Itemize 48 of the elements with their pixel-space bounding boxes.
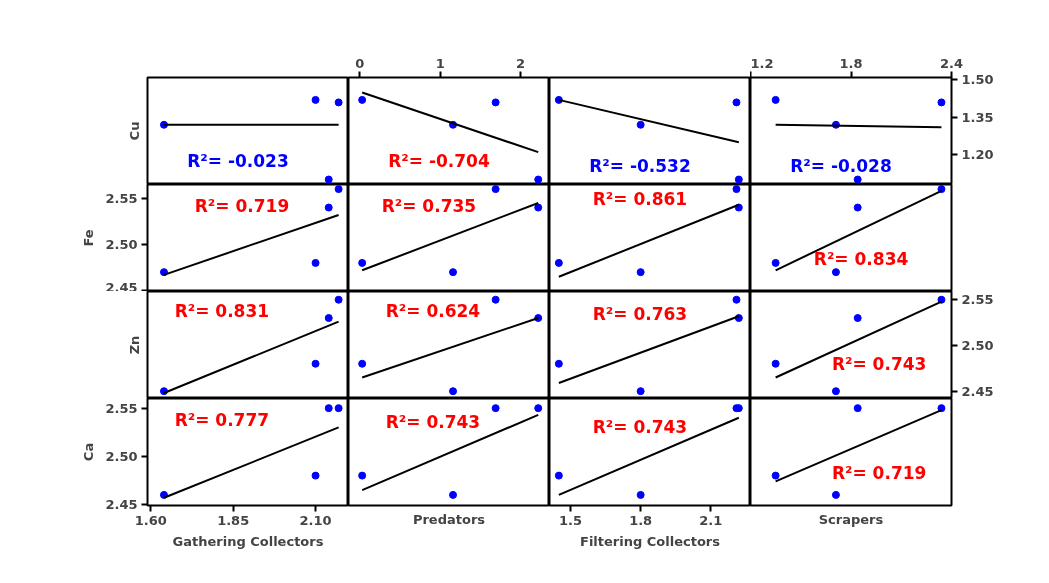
- y-axis-title: Ca: [81, 442, 97, 462]
- x-axis-title: Gathering Collectors: [172, 533, 324, 549]
- x-axis-title: Predators: [412, 511, 486, 527]
- x-tick-label: 1.2: [750, 55, 774, 71]
- annotation: R²= 0.743: [385, 412, 481, 433]
- annotation: R²= 0.735: [381, 195, 477, 216]
- x-tick-label: 1.8: [839, 55, 863, 71]
- x-tick-label: 1.85: [217, 512, 250, 528]
- annotation: R²= 0.743: [831, 354, 927, 375]
- annotation: R²= 0.719: [831, 463, 927, 484]
- y-tick-label: 2.45: [105, 279, 138, 295]
- x-tick-label: 1.8: [629, 512, 653, 528]
- y-axis-title: Cu: [126, 121, 142, 141]
- y-tick-label: 2.55: [105, 400, 138, 416]
- y-tick-label: 2.50: [105, 448, 138, 464]
- x-tick-label: 2: [516, 55, 526, 71]
- y-tick-label: 1.20: [961, 147, 994, 163]
- annotation: R²= -0.023: [187, 150, 289, 171]
- annotation: R²= 0.624: [385, 300, 481, 321]
- y-tick-label: 2.45: [961, 383, 994, 399]
- y-axis-title: Fe: [81, 229, 97, 247]
- x-tick-label: 1: [435, 55, 445, 71]
- y-tick-label: 1.50: [961, 72, 994, 88]
- annotation: R²= 0.719: [194, 195, 290, 216]
- annotation: R²= -0.704: [388, 150, 490, 171]
- y-tick-label: 1.35: [961, 109, 994, 125]
- y-tick-label: 2.55: [105, 190, 138, 206]
- y-axis-title: Zn: [126, 335, 142, 355]
- annotation: R²= -0.532: [589, 156, 691, 177]
- annotation: R²= 0.743: [592, 417, 688, 438]
- annotation: R²= 0.834: [813, 249, 909, 270]
- x-axis-title: Filtering Collectors: [580, 533, 721, 549]
- x-tick-label: 0: [355, 55, 365, 71]
- x-tick-label: 2.10: [299, 512, 332, 528]
- annotation: R²= 0.777: [174, 409, 270, 430]
- x-axis-title: Scrapers: [818, 511, 884, 527]
- annotation: R²= -0.028: [790, 156, 892, 177]
- annotation: R²= 0.763: [592, 303, 688, 324]
- x-tick-label: 2.4: [939, 55, 964, 71]
- annotation: R²= 0.861: [592, 189, 688, 210]
- x-tick-label: 2.1: [699, 512, 723, 528]
- x-tick-label: 1.5: [559, 512, 583, 528]
- x-tick-label: 1.60: [134, 512, 167, 528]
- y-tick-label: 2.55: [961, 292, 994, 308]
- y-tick-label: 2.50: [961, 337, 994, 353]
- y-tick-label: 2.45: [105, 497, 138, 513]
- y-tick-label: 2.50: [105, 236, 138, 252]
- annotation: R²= 0.831: [174, 300, 270, 321]
